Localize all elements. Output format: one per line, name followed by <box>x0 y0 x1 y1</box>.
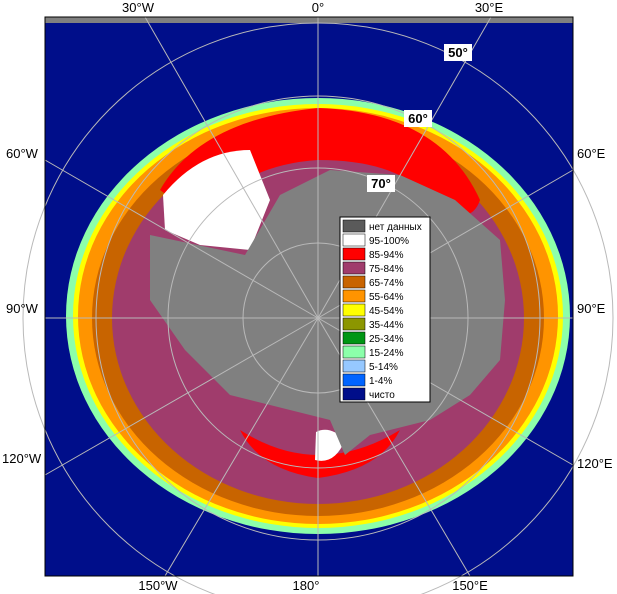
map-frame <box>44 16 574 577</box>
lat-label-70-bg <box>367 175 395 192</box>
lon-label-180: 180° <box>293 578 320 593</box>
lon-label-60w: 60°W <box>6 146 39 161</box>
legend-label: нет данных <box>369 222 422 233</box>
lon-label-0: 0° <box>312 0 324 15</box>
lon-label-30w: 30°W <box>122 0 155 15</box>
legend-swatch <box>342 219 366 233</box>
lat-label-60: 60° <box>408 111 428 126</box>
legend-label: 55-64% <box>369 292 404 303</box>
ice-band-95-100-weddell <box>163 150 270 250</box>
legend-swatch <box>342 289 366 303</box>
legend-label: 65-74% <box>369 278 404 289</box>
lon-label-120e: 120°E <box>577 456 613 471</box>
legend-label: чисто <box>369 390 395 401</box>
lat-label-60-bg <box>404 110 432 127</box>
ice-band-85-94-north <box>160 108 480 220</box>
lon-label-90e: 90°E <box>577 301 606 316</box>
legend-items: нет данных 95-100% 85-94% 75-84% 65-74% 55-64… <box>342 219 422 401</box>
top-frame-bar <box>45 17 573 23</box>
legend-swatch <box>342 261 366 275</box>
lon-label-150w: 150°W <box>138 578 178 593</box>
legend-swatch <box>342 247 366 261</box>
lon-label-30e: 30°E <box>475 0 504 15</box>
legend-swatch <box>342 317 366 331</box>
legend-swatch <box>342 345 366 359</box>
legend: нет данных 95-100% 85-94% 75-84% 65-74% 55-64… <box>339 216 431 403</box>
legend-label: 25-34% <box>369 334 404 345</box>
legend-label: 85-94% <box>369 250 404 261</box>
ice-band-85-94-south <box>240 430 400 478</box>
lat-label-50-bg <box>444 44 472 61</box>
legend-label: 95-100% <box>369 236 409 247</box>
legend-swatch <box>342 275 366 289</box>
lat-label-50: 50° <box>448 45 468 60</box>
legend-label: 45-54% <box>369 306 404 317</box>
legend-swatch <box>342 373 366 387</box>
legend-label: 5-14% <box>369 362 398 373</box>
legend-swatch <box>342 359 366 373</box>
lat-label-70: 70° <box>371 176 391 191</box>
legend-swatch <box>342 303 366 317</box>
lon-label-150e: 150°E <box>452 578 488 593</box>
legend-label: 35-44% <box>369 320 404 331</box>
ice-band-95-100-ross <box>315 429 345 461</box>
legend-swatch <box>342 331 366 345</box>
legend-label: 15-24% <box>369 348 404 359</box>
legend-label: 75-84% <box>369 264 404 275</box>
legend-label: 1-4% <box>369 376 392 387</box>
lon-label-120w: 120°W <box>2 451 42 466</box>
lon-label-60e: 60°E <box>577 146 606 161</box>
legend-swatch <box>342 387 366 401</box>
lon-label-90w: 90°W <box>6 301 39 316</box>
legend-swatch <box>342 233 366 247</box>
